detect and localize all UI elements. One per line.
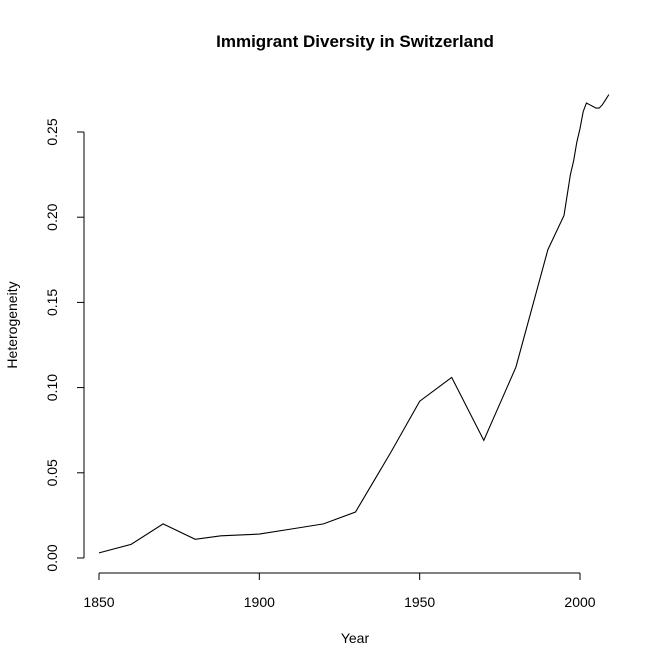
y-tick-label: 0.05 xyxy=(44,459,60,486)
x-tick-label: 1950 xyxy=(404,594,435,610)
y-tick-label: 0.00 xyxy=(44,544,60,571)
series-line xyxy=(98,94,610,554)
x-axis-label: Year xyxy=(341,630,370,646)
y-axis-label: Heterogeneity xyxy=(4,281,20,368)
y-tick-label: 0.15 xyxy=(44,289,60,316)
x-tick-label: 2000 xyxy=(564,594,595,610)
x-tick-label: 1850 xyxy=(83,594,114,610)
y-tick-label: 0.10 xyxy=(44,374,60,401)
x-tick-label: 1900 xyxy=(244,594,275,610)
chart-title: Immigrant Diversity in Switzerland xyxy=(216,32,494,51)
y-tick-label: 0.20 xyxy=(44,203,60,230)
y-tick-label: 0.25 xyxy=(44,118,60,145)
